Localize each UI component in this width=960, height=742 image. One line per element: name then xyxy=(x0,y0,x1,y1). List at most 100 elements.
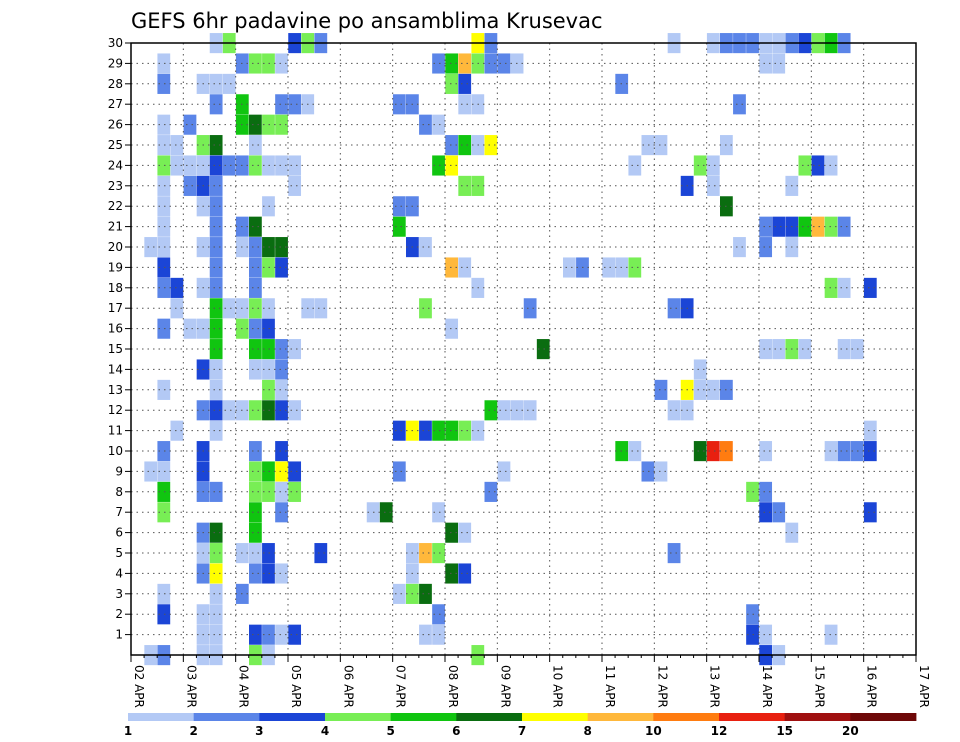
heatmap-cell xyxy=(458,135,472,156)
heatmap-cell xyxy=(262,339,275,360)
heatmap-cell xyxy=(249,155,262,176)
heatmap-cell xyxy=(262,318,275,339)
y-tick-label: 28 xyxy=(108,77,123,91)
heatmap-cell xyxy=(392,420,406,441)
heatmap-cell xyxy=(445,257,459,278)
heatmap-cell xyxy=(262,237,275,258)
heatmap-cell xyxy=(157,196,171,217)
x-tick-label: 14 APR xyxy=(760,665,774,708)
heatmap-cell xyxy=(419,237,432,258)
heatmap-cell xyxy=(262,461,275,482)
heatmap-cell xyxy=(392,461,406,482)
colorbar-label: 15 xyxy=(776,724,793,738)
colorbar-label: 2 xyxy=(189,724,197,738)
heatmap-cell xyxy=(170,135,184,156)
heatmap-cell xyxy=(759,624,773,645)
heatmap-cell xyxy=(419,420,432,441)
x-tick-label: 11 APR xyxy=(603,665,617,708)
heatmap-cell xyxy=(157,155,171,176)
y-tick-label: 6 xyxy=(115,526,123,540)
heatmap-cell xyxy=(798,155,812,176)
heatmap-cell xyxy=(759,339,773,360)
heatmap-cell xyxy=(288,339,302,360)
heatmap-cell xyxy=(628,155,642,176)
heatmap-cell xyxy=(811,155,825,176)
x-tick-label: 09 APR xyxy=(498,665,512,708)
heatmap-cell xyxy=(275,114,288,135)
y-tick-label: 30 xyxy=(108,36,123,50)
y-tick-label: 5 xyxy=(115,546,123,560)
heatmap-cell xyxy=(654,379,668,400)
heatmap-cell xyxy=(209,277,223,298)
heatmap-cell xyxy=(693,441,707,462)
heatmap-cell xyxy=(275,94,288,115)
y-tick-label: 15 xyxy=(108,342,123,356)
heatmap-cell xyxy=(275,441,288,462)
colorbar: 1 2 3 4 5 6 7 8 10 12 15 20 xyxy=(124,713,917,738)
heatmap-cell xyxy=(209,522,223,543)
heatmap-cell xyxy=(288,461,302,482)
heatmap-cell xyxy=(837,277,851,298)
colorbar-swatch xyxy=(325,713,392,721)
colorbar-label: 1 xyxy=(124,724,132,738)
colorbar-label: 10 xyxy=(645,724,662,738)
heatmap-cell xyxy=(536,339,550,360)
y-tick-label: 20 xyxy=(108,240,123,254)
heatmap-cell xyxy=(693,379,707,400)
colorbar-swatch xyxy=(522,713,589,721)
heatmap-cell xyxy=(654,135,668,156)
heatmap-cell xyxy=(249,481,262,502)
heatmap-cell xyxy=(824,624,838,645)
heatmap-cell xyxy=(733,237,746,258)
heatmap-cell xyxy=(157,461,171,482)
heatmap-cell xyxy=(772,53,786,74)
heatmap-cell xyxy=(811,216,825,237)
heatmap-cell xyxy=(183,155,197,176)
colorbar-swatch xyxy=(653,713,720,721)
heatmap-cell xyxy=(209,175,223,196)
heatmap-cell xyxy=(249,522,262,543)
heatmap-cell xyxy=(863,420,877,441)
y-tick-label: 2 xyxy=(115,607,123,621)
heatmap-cell xyxy=(209,318,223,339)
heatmap-cells xyxy=(144,33,877,666)
heatmap-cell xyxy=(222,155,236,176)
heatmap-cell xyxy=(262,114,275,135)
heatmap-cell xyxy=(419,583,432,604)
heatmap-cell xyxy=(863,441,877,462)
y-tick-label: 3 xyxy=(115,587,123,601)
heatmap-cell xyxy=(209,543,223,564)
y-tick-label: 1 xyxy=(115,628,123,642)
colorbar-swatch xyxy=(390,713,457,721)
heatmap-cell xyxy=(772,502,786,523)
heatmap-cell xyxy=(157,237,171,258)
heatmap-cell xyxy=(419,298,432,319)
y-tick-label: 26 xyxy=(108,118,123,132)
heatmap-cell xyxy=(157,318,171,339)
heatmap-cell xyxy=(275,237,288,258)
heatmap-cell xyxy=(209,400,223,421)
heatmap-cell xyxy=(445,420,459,441)
y-tick-label: 7 xyxy=(115,505,123,519)
heatmap-cell xyxy=(144,461,158,482)
heatmap-cell xyxy=(209,155,223,176)
heatmap-cell xyxy=(641,135,655,156)
heatmap-cell xyxy=(157,257,171,278)
heatmap-cell xyxy=(497,461,511,482)
heatmap-cell xyxy=(183,114,197,135)
heatmap-cell xyxy=(262,53,275,74)
x-tick-label: 07 APR xyxy=(394,665,408,708)
y-tick-label: 16 xyxy=(108,322,123,336)
colorbar-swatch xyxy=(719,713,786,721)
heatmap-cell xyxy=(419,543,432,564)
heatmap-cell xyxy=(445,53,459,74)
x-tick-label: 15 APR xyxy=(812,665,826,708)
colorbar-label: 5 xyxy=(386,724,394,738)
heatmap-cell xyxy=(249,441,262,462)
heatmap-cell xyxy=(157,441,171,462)
y-tick-label: 9 xyxy=(115,464,123,478)
heatmap-cell xyxy=(249,277,262,298)
heatmap-cell xyxy=(249,216,262,237)
colorbar-swatch xyxy=(850,713,917,721)
x-tick-label: 17 APR xyxy=(917,665,931,708)
